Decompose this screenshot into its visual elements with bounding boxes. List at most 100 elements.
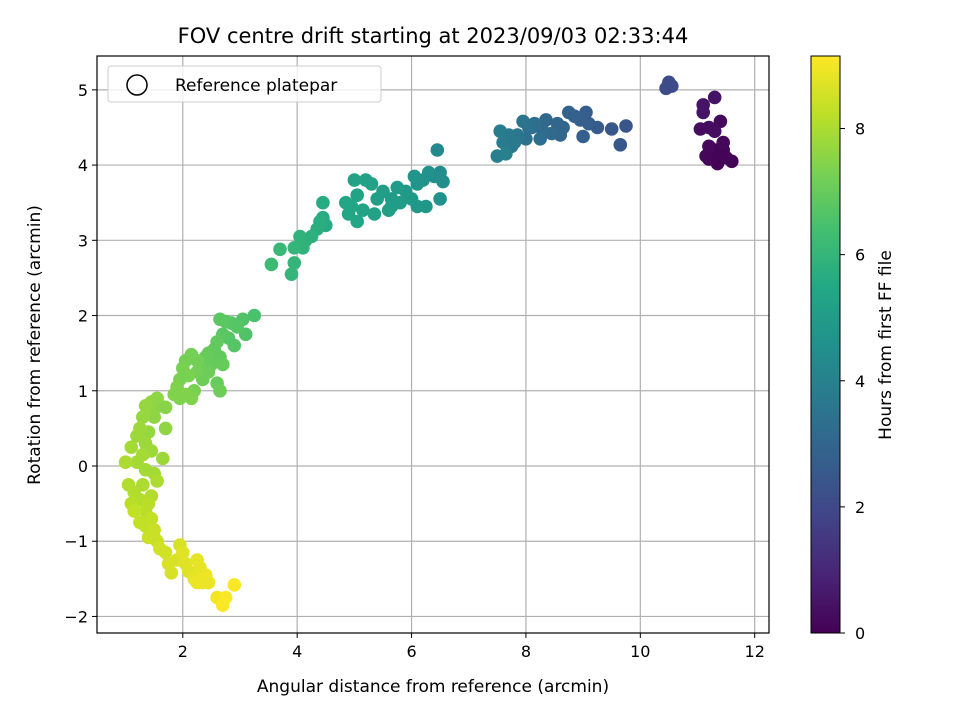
y-tick-label: 1: [78, 382, 88, 401]
scatter-point: [381, 203, 396, 217]
scatter-point: [393, 195, 407, 210]
scatter-point: [550, 116, 565, 131]
scatter-point: [562, 105, 576, 120]
scatter-point: [127, 504, 141, 518]
scatter-point: [227, 338, 242, 353]
scatter-point: [136, 410, 150, 424]
scatter-point: [430, 143, 445, 157]
scatter-point: [213, 312, 227, 327]
x-tick-label: 10: [630, 642, 650, 661]
colorbar-ticks: 0 2 4 6 8: [840, 120, 865, 643]
scatter-point: [316, 195, 330, 210]
chart-title: FOV centre drift starting at 2023/09/03 …: [178, 24, 689, 48]
x-tick-label: 4: [292, 642, 302, 661]
scatter-point: [190, 575, 204, 590]
plot-frame: [96, 55, 770, 634]
colorbar-tick-label: 2: [855, 498, 865, 517]
scatter-point: [407, 169, 422, 184]
scatter-point: [619, 119, 633, 133]
scatter-point: [433, 192, 447, 206]
scatter-point: [247, 308, 262, 323]
scatter-point: [604, 122, 619, 136]
scatter-point: [533, 132, 547, 146]
scatter-point: [138, 399, 153, 413]
scatter-point: [176, 545, 190, 560]
x-tick-label: 12: [745, 642, 765, 661]
scatter-point: [356, 203, 370, 217]
scatter-point: [284, 267, 299, 282]
scatter-point: [144, 511, 159, 526]
scatter-point: [496, 135, 510, 150]
scatter-point: [516, 114, 530, 129]
scatter-point: [218, 590, 233, 605]
scatter-point: [539, 113, 553, 127]
scatter-point: [493, 124, 508, 138]
scatter-point: [190, 553, 204, 567]
scatter-point: [147, 530, 161, 545]
scatter-point: [716, 135, 730, 150]
x-tick-label: 6: [406, 642, 416, 661]
x-axis-label: Angular distance from reference (arcmin): [257, 677, 609, 697]
legend-box: [107, 65, 382, 103]
scatter-point: [118, 455, 133, 470]
scatter-point: [164, 566, 179, 580]
colorbar-tick-label: 0: [855, 624, 865, 643]
scatter-point: [213, 384, 227, 398]
legend: Reference platepar: [107, 65, 382, 103]
scatter-point: [173, 391, 187, 406]
y-tick-label: 0: [78, 457, 88, 476]
y-axis-label: Rotation from reference (arcmin): [25, 205, 45, 485]
colorbar-tick-label: 8: [855, 120, 865, 139]
scatter-point: [659, 81, 673, 96]
scatter-point: [702, 139, 716, 154]
y-tick-label: −2: [64, 607, 88, 626]
scatter-point: [158, 421, 173, 436]
scatter-point: [367, 207, 382, 221]
colorbar-label: Hours from first FF file: [876, 250, 896, 440]
scatter-point: [507, 135, 522, 150]
x-tick-label: 8: [521, 642, 531, 661]
scatter-point: [696, 105, 710, 120]
scatter-point: [227, 578, 242, 592]
scatter-point: [201, 575, 216, 590]
legend-entry-reference-platepar: Reference platepar: [175, 76, 337, 96]
scatter-point: [273, 242, 287, 257]
grid-lines: [97, 56, 769, 633]
scatter-point: [347, 173, 362, 187]
y-tick-label: −1: [64, 532, 88, 551]
scatter-point: [293, 229, 307, 244]
scatter-point: [339, 195, 353, 210]
scatter-point: [693, 122, 708, 136]
scatter-point: [287, 256, 302, 270]
y-tick-label: 4: [78, 156, 88, 175]
scatter-point: [287, 241, 302, 255]
x-tick-label: 2: [178, 642, 188, 661]
scatter-point: [147, 410, 161, 424]
scatter-point: [216, 357, 230, 372]
scatter-point: [713, 114, 728, 129]
scatter-point: [350, 214, 365, 229]
scatter-point: [158, 545, 173, 560]
legend-marker: [126, 74, 148, 96]
scatter-point: [264, 257, 279, 272]
scatter-point: [613, 138, 628, 152]
scatter-point: [201, 346, 216, 361]
scatter-points: [118, 75, 739, 612]
scatter-point: [359, 173, 373, 187]
colorbar-tick-label: 4: [855, 372, 865, 391]
scatter-point: [124, 440, 139, 455]
scatter-point: [370, 192, 385, 206]
colorbar: 0 2 4 6 8 Hours from first FF file: [810, 55, 896, 643]
scatter-point: [576, 129, 590, 144]
y-tick-label: 3: [78, 231, 88, 250]
scatter-point: [499, 147, 513, 161]
scatter-point: [350, 188, 365, 202]
scatter-point: [707, 90, 722, 105]
colorbar-tick-label: 6: [855, 246, 865, 265]
colorbar-gradient: [810, 55, 841, 634]
scatter-point: [150, 474, 164, 488]
scatter-point: [707, 124, 722, 138]
y-tick-label: 5: [78, 81, 88, 100]
